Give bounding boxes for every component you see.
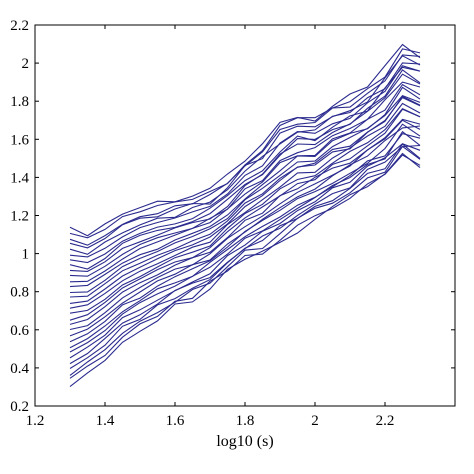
y-tick-label: 0.6 — [10, 323, 29, 339]
x-tick-label: 2 — [311, 413, 319, 429]
series-line — [69, 144, 421, 365]
series-line — [69, 119, 421, 331]
series-line — [69, 86, 421, 288]
series-line — [69, 73, 421, 272]
x-tick-label: 1.8 — [236, 413, 255, 429]
series-line — [69, 143, 421, 359]
y-tick-label: 0.4 — [10, 361, 29, 377]
y-tick-label: 1.8 — [10, 94, 29, 110]
series-line — [69, 81, 421, 277]
series-line — [69, 132, 421, 349]
series-line — [69, 118, 421, 325]
series-line — [69, 95, 421, 298]
series-line — [69, 102, 421, 309]
x-axis: 1.2 1.4 1.6 1.8 2 2.2 — [26, 25, 395, 429]
series-line — [69, 154, 421, 379]
y-axis: 0.2 0.4 0.6 0.8 1 1.2 1.4 1.6 1.8 2 2.2 — [10, 18, 455, 415]
series-lines — [69, 43, 421, 388]
series-line — [69, 130, 421, 353]
series-line — [69, 145, 421, 376]
y-tick-label: 1.4 — [10, 170, 29, 186]
x-tick-label: 1.6 — [166, 413, 185, 429]
series-line — [69, 125, 421, 337]
series-line — [69, 54, 421, 246]
series-line — [69, 108, 421, 321]
y-tick-label: 0.2 — [10, 399, 29, 415]
series-line — [69, 65, 421, 258]
plot-frame — [34, 24, 456, 407]
y-tick-label: 2 — [22, 56, 30, 72]
series-line — [69, 43, 421, 237]
x-axis-label: log10 (s) — [216, 433, 273, 450]
series-line — [69, 55, 421, 249]
series-line — [69, 48, 421, 239]
y-tick-label: 1 — [22, 247, 30, 263]
x-tick-label: 1.2 — [26, 413, 45, 429]
x-tick-label: 2.2 — [376, 413, 395, 429]
y-tick-label: 0.8 — [10, 285, 29, 301]
series-line — [69, 69, 421, 270]
x-tick-label: 1.4 — [96, 413, 115, 429]
series-line — [69, 66, 421, 264]
y-tick-label: 2.2 — [10, 18, 29, 34]
series-line — [69, 62, 421, 255]
series-line — [69, 83, 421, 283]
series-line — [69, 96, 421, 304]
y-tick-label: 1.2 — [10, 209, 29, 225]
series-line — [69, 108, 421, 314]
y-tick-label: 1.6 — [10, 132, 29, 148]
